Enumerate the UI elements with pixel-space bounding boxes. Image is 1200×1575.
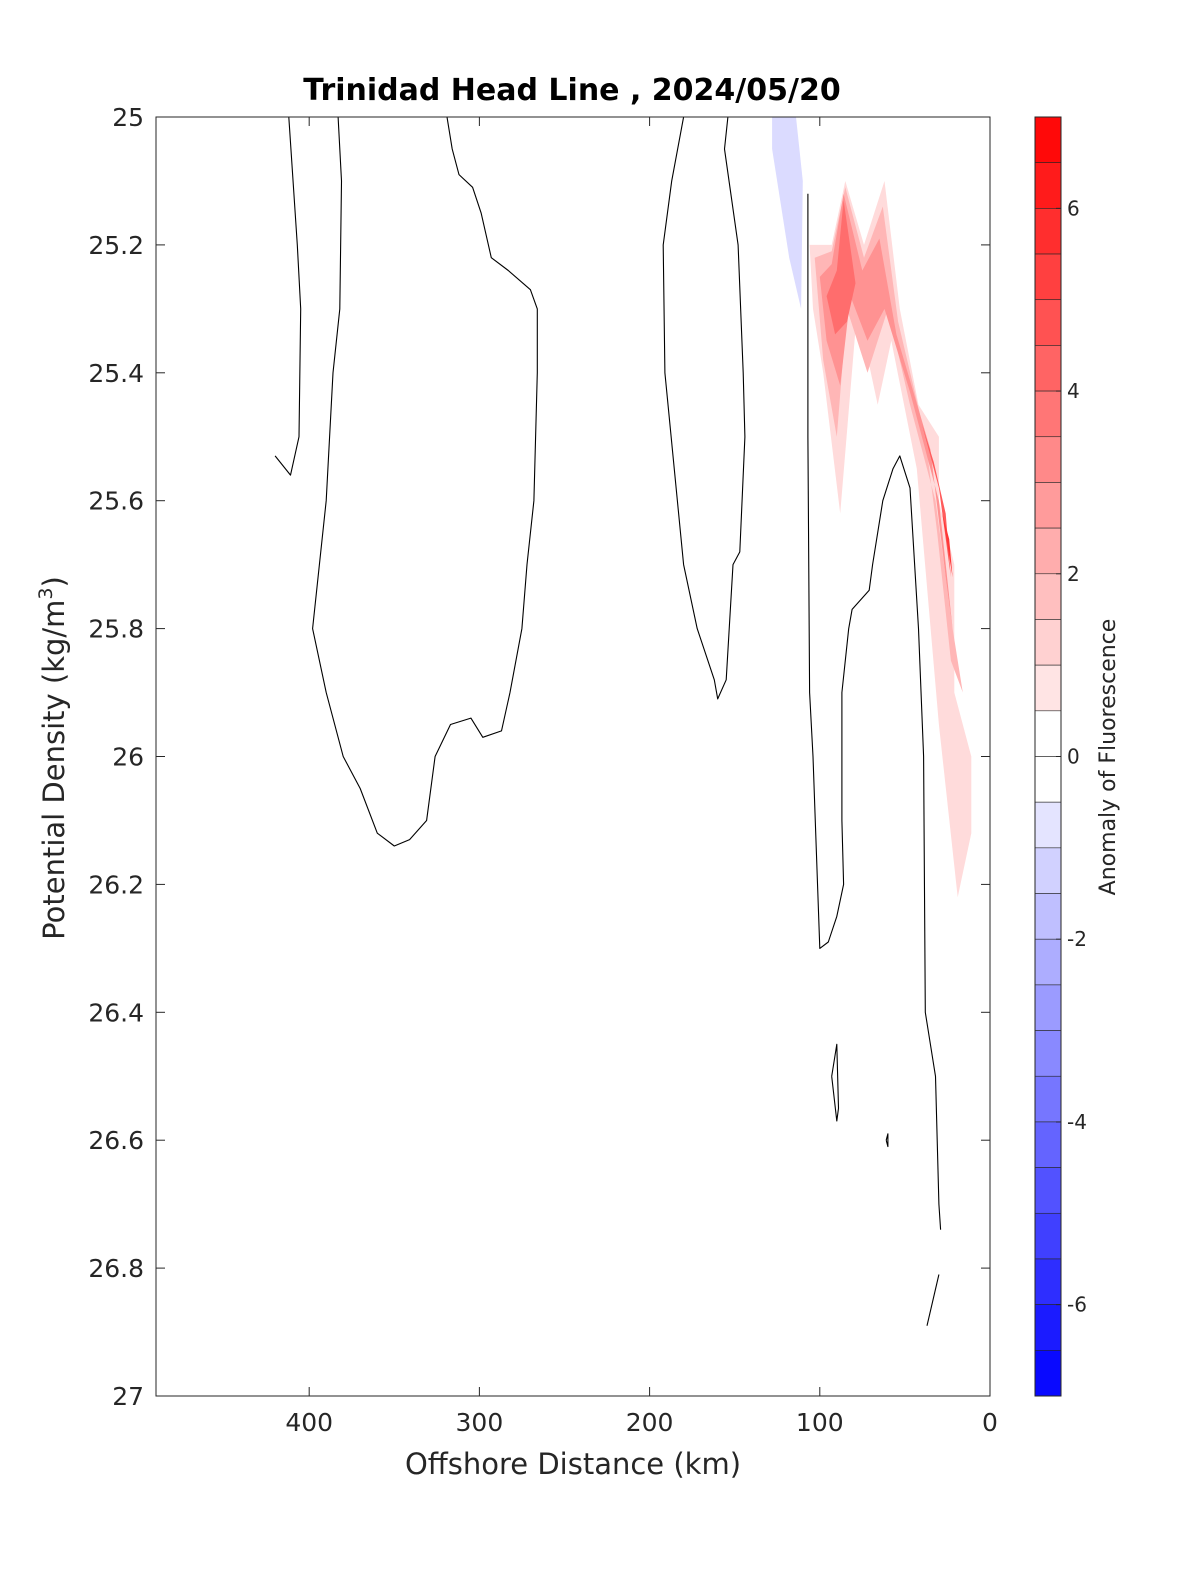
colorbar-band — [1034, 253, 1062, 301]
colorbar-band — [1034, 1258, 1062, 1305]
y-tick-label: 26.6 — [88, 1126, 144, 1155]
zero-contour-line — [312, 116, 538, 847]
zero-contour-lines — [274, 116, 942, 1326]
y-axis-ticks: 25 25.2 25.4 25.6 25.8 26 26.2 26.4 26.6 26.8 27 — [88, 103, 990, 1411]
colorbar-band — [1034, 345, 1062, 392]
y-tick-label: 25.6 — [88, 487, 144, 516]
colorbar-tick-label: -2 — [1067, 927, 1087, 951]
zero-contour-line — [831, 1043, 840, 1122]
y-tick-label: 25.8 — [88, 615, 144, 644]
colorbar-band — [1034, 573, 1062, 620]
x-tick-label: 200 — [626, 1408, 674, 1437]
colorbar-band — [1034, 162, 1062, 209]
zero-contour-line — [662, 116, 746, 700]
colorbar-band — [1034, 984, 1062, 1031]
anomaly-fill-region — [772, 117, 803, 309]
zero-contour-line — [807, 193, 942, 1230]
plot-area: 400 300 200 100 0 25 25.2 25.4 25.6 25.8 26 26.2 26… — [88, 103, 998, 1437]
colorbar-band — [1034, 116, 1062, 163]
colorbar-band — [1034, 208, 1062, 255]
colorbar-bands — [1034, 116, 1062, 1397]
y-tick-label: 26 — [112, 743, 144, 772]
anomaly-fill-region — [826, 200, 856, 335]
colorbar-band — [1034, 482, 1062, 529]
colorbar-band — [1034, 299, 1062, 346]
y-tick-label: 25 — [112, 103, 144, 132]
colorbar-band — [1034, 619, 1062, 666]
colorbar-band — [1034, 938, 1062, 986]
colorbar-band — [1034, 527, 1062, 575]
y-tick-label: 26.2 — [88, 870, 144, 899]
colorbar: 6 4 2 0 -2 -4 -6 Anomaly of Fluorescence — [1034, 116, 1121, 1397]
colorbar-band — [1034, 756, 1062, 803]
filled-contours — [772, 117, 972, 898]
colorbar-tick-label: 4 — [1067, 379, 1080, 403]
x-tick-label: 300 — [456, 1408, 504, 1437]
x-axis-ticks: 400 300 200 100 0 — [285, 117, 998, 1437]
colorbar-band — [1034, 390, 1062, 438]
zero-contour-line — [885, 1133, 889, 1148]
anomaly-fill-region — [942, 513, 953, 578]
colorbar-tick-label: 2 — [1067, 562, 1080, 586]
colorbar-band — [1034, 1212, 1062, 1260]
y-tick-label: 26.4 — [88, 998, 144, 1027]
colorbar-tick-label: -4 — [1067, 1110, 1087, 1134]
y-tick-label: 27 — [112, 1382, 144, 1411]
anomaly-fill-region — [819, 193, 953, 629]
x-tick-label: 400 — [285, 1408, 333, 1437]
y-axis-label: Potential Density (kg/m3) — [35, 576, 71, 940]
colorbar-band — [1034, 710, 1062, 757]
y-tick-label: 25.2 — [88, 231, 144, 260]
y-tick-label: 25.4 — [88, 359, 144, 388]
y-tick-label: 26.8 — [88, 1254, 144, 1283]
colorbar-band — [1034, 847, 1062, 894]
colorbar-band — [1034, 664, 1062, 712]
chart-title: Trinidad Head Line , 2024/05/20 — [303, 73, 840, 108]
colorbar-tick-label: 6 — [1067, 196, 1080, 220]
colorbar-tick-label: 0 — [1067, 745, 1080, 769]
x-tick-label: 0 — [982, 1408, 998, 1437]
zero-contour-line — [274, 116, 302, 476]
anomaly-fill-region — [814, 187, 963, 693]
colorbar-band — [1034, 1350, 1062, 1397]
anomaly-fill-region — [809, 181, 972, 898]
colorbar-band — [1034, 1167, 1062, 1214]
colorbar-band — [1034, 893, 1062, 940]
x-axis-label: Offshore Distance (km) — [405, 1447, 741, 1481]
colorbar-band — [1034, 1075, 1062, 1123]
y-axis-label-superscript: 3 — [35, 587, 57, 599]
colorbar-label: Anomaly of Fluorescence — [1096, 619, 1121, 896]
colorbar-band — [1034, 1030, 1062, 1077]
colorbar-tick-label: -6 — [1067, 1293, 1087, 1317]
colorbar-band — [1034, 801, 1062, 849]
colorbar-ticks: 6 4 2 0 -2 -4 -6 — [1056, 196, 1087, 1317]
colorbar-band — [1034, 1121, 1062, 1168]
colorbar-band — [1034, 436, 1062, 483]
x-tick-label: 100 — [796, 1408, 844, 1437]
zero-contour-line — [926, 1274, 940, 1326]
colorbar-band — [1034, 1304, 1062, 1351]
